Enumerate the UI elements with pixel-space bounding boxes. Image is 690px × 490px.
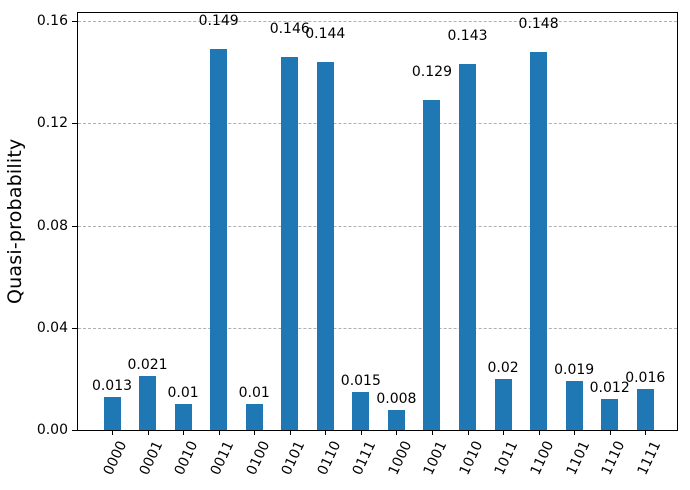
- x-tick-label: 0101: [278, 438, 309, 478]
- x-tick-label: 1011: [492, 438, 522, 478]
- bar-0110: [316, 61, 334, 430]
- x-tick-label: 1101: [563, 438, 593, 478]
- x-tick-mark: [183, 431, 185, 435]
- bar-0010: [174, 404, 192, 430]
- x-tick-mark: [503, 431, 505, 435]
- bar-value-label: 0.146: [269, 20, 310, 37]
- x-tick-label: 0111: [349, 438, 380, 478]
- bar-value-label: 0.016: [625, 370, 666, 387]
- x-tick-mark: [147, 431, 149, 435]
- x-tick-mark: [289, 431, 291, 435]
- bar-1010: [459, 64, 476, 430]
- x-tick-mark: [360, 431, 362, 435]
- bar-1100: [530, 51, 548, 430]
- y-tick-label: 0.08: [36, 217, 68, 234]
- plot-area: 0.013 0.021 0.01 0.149 0.01 0.146 0.144 0.015 0.…: [77, 12, 678, 431]
- x-tick-mark: [431, 431, 433, 435]
- bar-0100: [245, 404, 263, 430]
- bar-value-label: 0.015: [340, 372, 381, 389]
- bar-1101: [565, 381, 583, 430]
- x-tick-mark: [325, 431, 327, 435]
- x-tick-label: 0100: [243, 438, 273, 478]
- x-tick-label: 1000: [385, 438, 416, 478]
- y-tick-mark: [72, 327, 77, 329]
- y-tick-label: 0.00: [36, 422, 68, 438]
- gridline: [78, 21, 677, 22]
- x-tick-mark: [218, 431, 220, 435]
- y-tick-mark: [72, 430, 77, 431]
- x-tick-mark: [609, 431, 611, 435]
- bar-value-label: 0.012: [589, 380, 630, 397]
- bar-1011: [494, 378, 512, 430]
- x-tick-label: 1111: [634, 438, 664, 478]
- y-tick-mark: [72, 225, 77, 227]
- x-tick-label: 0010: [172, 438, 202, 478]
- bar-value-label: 0.148: [518, 15, 559, 32]
- bar-1111: [636, 389, 654, 430]
- bar-value-label: 0.149: [198, 13, 239, 30]
- x-tick-label: 1110: [598, 438, 629, 478]
- x-tick-mark: [467, 431, 469, 435]
- x-tick-label: 0110: [314, 438, 344, 478]
- bar-value-label: 0.013: [91, 377, 133, 394]
- bar-0000: [103, 396, 121, 430]
- bar-0001: [139, 376, 157, 430]
- bar-value-label: 0.02: [487, 359, 519, 376]
- y-tick-mark: [72, 123, 77, 125]
- bar-1001: [423, 100, 441, 430]
- bar-value-label: 0.144: [305, 25, 346, 42]
- bar-0111: [352, 391, 370, 430]
- y-tick-label: 0.16: [36, 13, 68, 29]
- gridline: [78, 123, 677, 125]
- y-tick-label: 0.12: [36, 115, 68, 132]
- bar-value-label: 0.01: [238, 385, 270, 402]
- bar-0011: [210, 49, 228, 430]
- x-tick-mark: [645, 431, 647, 435]
- bar-value-label: 0.021: [127, 357, 168, 374]
- bar-value-label: 0.019: [554, 362, 595, 379]
- gridline: [78, 327, 677, 329]
- x-tick-label: 1010: [456, 438, 487, 478]
- bar-1110: [601, 399, 619, 430]
- bar-value-label: 0.129: [411, 64, 452, 81]
- x-tick-label: 0011: [207, 438, 238, 478]
- x-tick-label: 1001: [420, 438, 451, 478]
- x-tick-mark: [112, 431, 113, 435]
- x-tick-mark: [254, 431, 256, 435]
- x-tick-label: 0000: [101, 438, 131, 478]
- y-tick-label: 0.04: [36, 319, 68, 336]
- x-tick-mark: [538, 431, 540, 435]
- x-tick-label: 1100: [527, 438, 558, 478]
- bar-value-label: 0.01: [167, 385, 199, 402]
- gridline: [78, 225, 677, 227]
- bar-value-label: 0.008: [376, 390, 417, 407]
- x-tick-mark: [574, 431, 576, 435]
- y-tick-mark: [72, 21, 77, 22]
- bar-1000: [387, 409, 405, 430]
- bar-0101: [281, 56, 299, 430]
- x-tick-label: 0001: [136, 438, 167, 478]
- x-tick-mark: [396, 431, 398, 435]
- bar-value-label: 0.143: [447, 28, 488, 45]
